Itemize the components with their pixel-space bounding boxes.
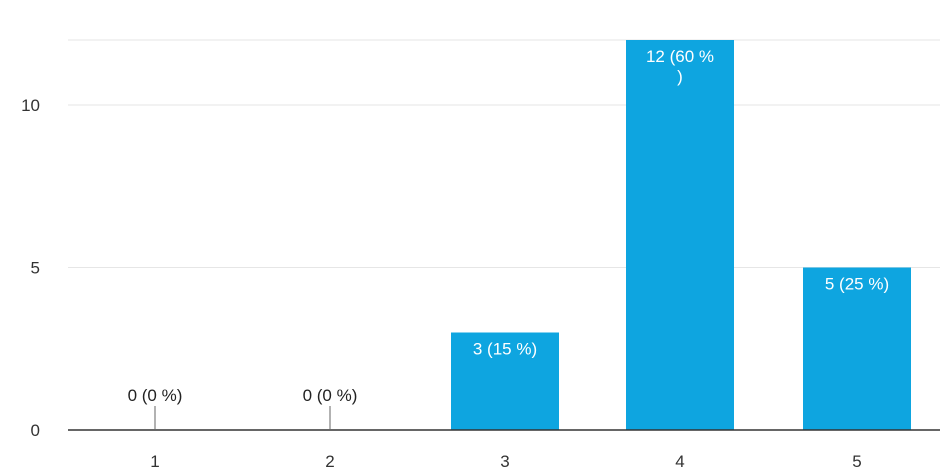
bar-5 bbox=[803, 267, 911, 430]
y-axis-ticks: 0 5 10 bbox=[21, 96, 40, 440]
data-label-1: 0 (0 %) bbox=[128, 386, 183, 405]
data-labels: 0 (0 %) 0 (0 %) 3 (15 %) 12 (60 %) 5 (25 %) bbox=[128, 47, 889, 430]
y-tick-label: 10 bbox=[21, 96, 40, 115]
x-tick-label-1: 1 bbox=[150, 452, 159, 471]
y-tick-label: 5 bbox=[31, 259, 40, 278]
x-tick-label-2: 2 bbox=[325, 452, 334, 471]
gridlines bbox=[68, 39, 940, 268]
x-tick-label-3: 3 bbox=[500, 452, 509, 471]
bar-3 bbox=[451, 332, 559, 430]
data-label-5: 5 (25 %) bbox=[825, 275, 889, 294]
x-axis-ticks: 1 2 3 4 5 bbox=[150, 452, 861, 471]
x-tick-label-5: 5 bbox=[852, 452, 861, 471]
x-tick-label-4: 4 bbox=[675, 452, 684, 471]
data-label-4: 12 (60 %) bbox=[646, 47, 714, 86]
bar-4 bbox=[626, 40, 734, 430]
data-label-2: 0 (0 %) bbox=[303, 386, 358, 405]
y-tick-label: 0 bbox=[31, 421, 40, 440]
bars bbox=[451, 40, 911, 430]
data-label-3: 3 (15 %) bbox=[473, 340, 537, 359]
